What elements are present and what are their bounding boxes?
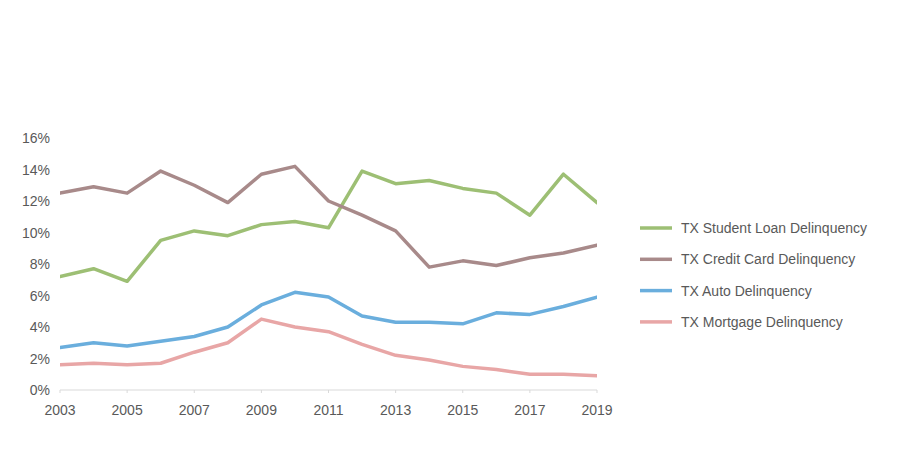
x-axis: 2003 2005 2007 2009 2011 2013 2015 2017 2019 — [44, 390, 612, 418]
x-tick — [328, 390, 329, 393]
x-tick-label: 2009 — [246, 402, 277, 418]
legend: TX Student Loan Delinquency TX Credit Car… — [640, 220, 867, 330]
x-tick-label: 2007 — [179, 402, 210, 418]
y-tick — [57, 358, 60, 359]
y-tick-label: 0% — [30, 382, 50, 398]
y-tick-label: 16% — [22, 130, 50, 146]
series-line — [60, 166, 597, 267]
legend-swatch — [640, 258, 672, 262]
x-tick-label: 2013 — [380, 402, 411, 418]
legend-swatch — [640, 289, 672, 293]
legend-label: TX Student Loan Delinquency — [681, 220, 867, 236]
y-tick — [57, 169, 60, 170]
y-tick — [57, 295, 60, 296]
y-axis: 0% 2% 4% 6% 8% 10% 12% 14% 16% — [22, 130, 60, 398]
legend-swatch — [640, 226, 672, 230]
x-tick — [194, 390, 195, 393]
y-tick-label: 8% — [30, 256, 50, 272]
y-tick — [57, 232, 60, 233]
series-line — [60, 292, 597, 347]
legend-label: TX Credit Card Delinquency — [681, 251, 855, 267]
x-tick-label: 2019 — [581, 402, 612, 418]
y-tick-label: 2% — [30, 351, 50, 367]
y-tick-label: 14% — [22, 162, 50, 178]
x-tick-label: 2017 — [514, 402, 545, 418]
y-tick-label: 6% — [30, 288, 50, 304]
legend-label: TX Auto Delinquency — [681, 283, 812, 299]
series-group — [60, 166, 597, 375]
x-tick-label: 2005 — [112, 402, 143, 418]
legend-label: TX Mortgage Delinquency — [681, 314, 843, 330]
x-tick — [597, 390, 598, 393]
x-tick — [529, 390, 530, 393]
y-tick-label: 4% — [30, 319, 50, 335]
y-tick — [57, 201, 60, 202]
x-tick — [462, 390, 463, 393]
page: {"chart_data": { "type": "line", "x": [2… — [0, 0, 900, 450]
x-tick — [395, 390, 396, 393]
x-tick-label: 2015 — [447, 402, 478, 418]
x-tick-label: 2003 — [44, 402, 75, 418]
y-tick — [57, 138, 60, 139]
y-tick-label: 10% — [22, 225, 50, 241]
x-tick — [60, 390, 61, 393]
x-tick — [127, 390, 128, 393]
series-line — [60, 319, 597, 376]
y-tick — [57, 327, 60, 328]
series-line — [60, 171, 597, 281]
y-tick — [57, 264, 60, 265]
y-tick-label: 12% — [22, 193, 50, 209]
legend-swatch — [640, 320, 672, 324]
x-tick — [261, 390, 262, 393]
chart: 0%2%4%6%8%10%12%14%16%200320052007200920… — [0, 0, 900, 450]
x-tick-label: 2011 — [313, 402, 343, 418]
